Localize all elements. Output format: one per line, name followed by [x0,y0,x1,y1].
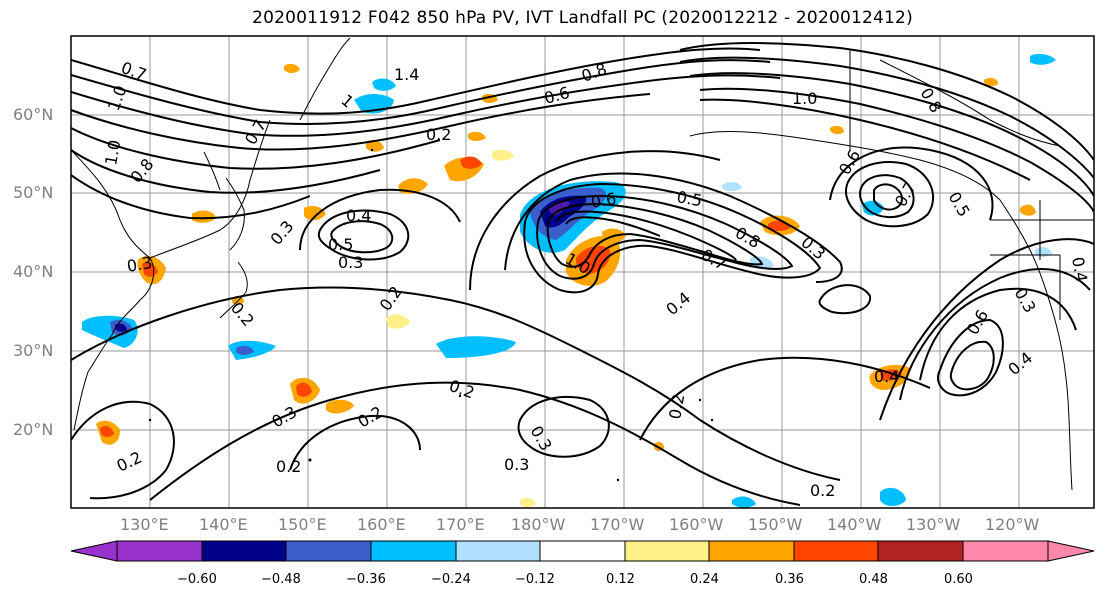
colorbar-bin [708,540,795,562]
colorbar-bin [455,540,541,562]
lat-label: 30°N [13,341,54,360]
contour-label: 1.0 [101,138,124,166]
lat-label: 60°N [13,105,54,124]
lon-label: 160°E [357,515,406,534]
colorbar-tick-label: −0.24 [431,572,471,587]
contour-label: 0.4 [1068,255,1091,283]
colorbar-bin [962,540,1049,562]
colorbar-bin [285,540,372,562]
colorbar-tick-label: −0.36 [346,572,386,587]
coastlines [71,37,1094,491]
lon-label: 130°E [120,515,169,534]
colorbar-bin [793,540,879,562]
colorbar-bin [201,540,287,562]
contour-label: 0.5 [328,235,353,254]
colorbar-tick-label: 0.24 [690,572,719,587]
lon-label: 140°E [199,515,248,534]
colorbar-tick-label: 0.36 [775,572,804,587]
pv-contours [71,42,1094,506]
colorbar-extend-max [1047,540,1095,562]
contour-label: 0.2 [665,392,688,420]
contour-label: 0.2 [810,481,835,500]
lon-label: 160°W [669,515,724,534]
map-frame [70,35,1095,509]
lon-label: 170°W [590,515,645,534]
colorbar-tick-label: 0.12 [606,572,635,587]
colorbar-bin [116,540,203,562]
contour-label: 0.2 [276,457,301,476]
colorbar-bin [624,540,710,562]
lon-label: 120°W [985,515,1040,534]
contour-label: 0.2 [426,125,451,144]
contour-label: 0.4 [874,367,899,386]
island-specks [148,148,714,482]
lat-label: 50°N [13,183,54,202]
contour-label: 0.3 [125,253,153,276]
lat-label: 20°N [13,420,54,439]
colorbar-tick-label: −0.48 [261,572,301,587]
colorbar-tick-label: 0.48 [859,572,888,587]
colorbar [70,540,1095,562]
contour-label: 1.4 [394,65,419,84]
contour-label: 0.3 [338,253,363,272]
colorbar-tick-label: −0.12 [515,572,555,587]
colorbar-bin [877,540,964,562]
lat-label: 40°N [13,262,54,281]
colorbar-bin [370,540,457,562]
colorbar-tick-label: −0.60 [177,572,217,587]
contour-label: 0.6 [589,189,617,212]
colorbar-tick-label: 0.60 [944,572,973,587]
lon-label: 130°W [906,515,961,534]
lon-label: 150°E [278,515,327,534]
contour-label: 0.3 [504,455,529,474]
colorbar-bin [539,540,626,562]
lon-label: 140°W [827,515,882,534]
lon-label: 170°E [436,515,485,534]
lon-label: 150°W [748,515,803,534]
contour-label: 0.4 [346,206,371,225]
contour-label: 1.0 [792,89,817,108]
colorbar-extend-min [70,540,118,562]
lon-label: 180°W [511,515,566,534]
chart-title: 2020011912 F042 850 hPa PV, IVT Landfall… [252,8,913,28]
contour-label: 0.5 [675,187,703,210]
